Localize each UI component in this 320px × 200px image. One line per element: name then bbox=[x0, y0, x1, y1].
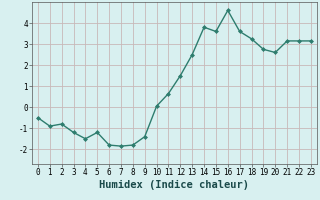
X-axis label: Humidex (Indice chaleur): Humidex (Indice chaleur) bbox=[100, 180, 249, 190]
